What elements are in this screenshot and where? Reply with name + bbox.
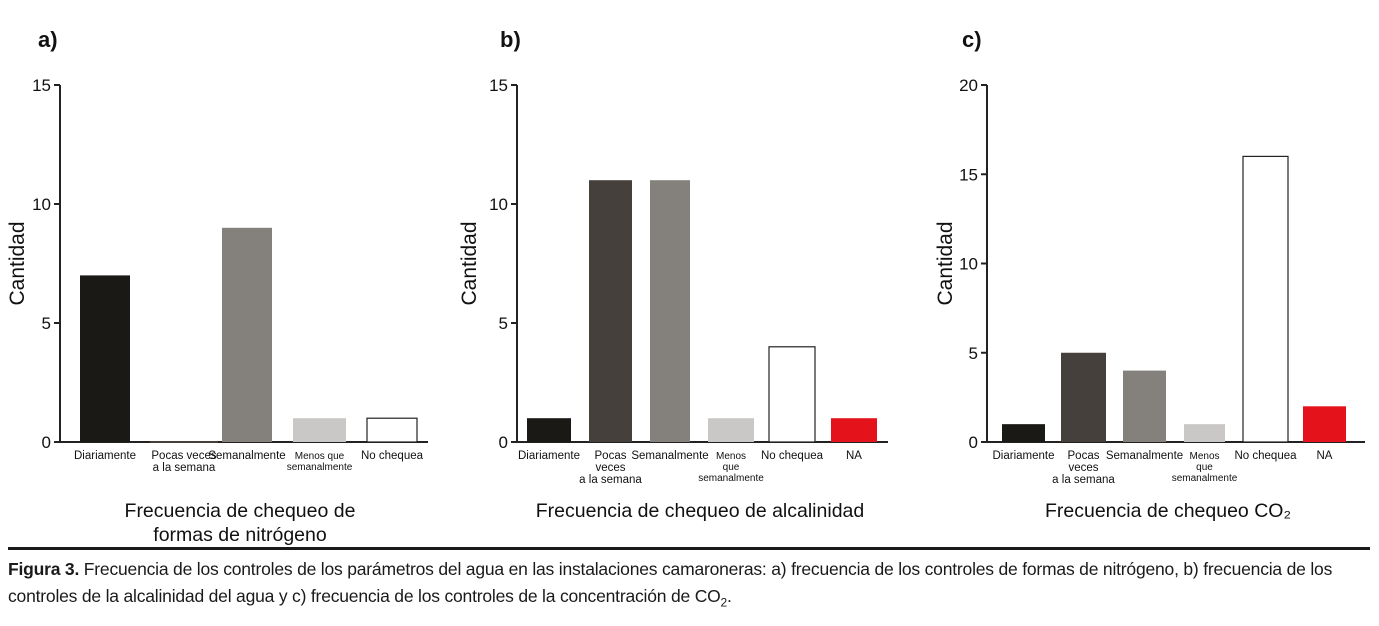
x-tick-label: NA bbox=[846, 450, 862, 462]
x-tick-label: Pocas bbox=[595, 450, 627, 462]
bar bbox=[1184, 424, 1225, 442]
y-tick-label: 5 bbox=[499, 314, 508, 333]
y-tick-label: 0 bbox=[42, 433, 51, 452]
y-axis-label: Cantidad bbox=[6, 221, 29, 305]
caption-rule bbox=[8, 547, 1370, 550]
bar bbox=[366, 417, 418, 443]
caption-text: Frecuencia de los controles de los parám… bbox=[8, 559, 1333, 606]
panel-label: b) bbox=[500, 27, 521, 52]
x-tick-label: Diariamente bbox=[74, 450, 136, 462]
x-tick-label: semanalmente bbox=[698, 473, 764, 484]
caption-text-end: . bbox=[727, 586, 732, 606]
bar bbox=[1061, 352, 1106, 442]
bar bbox=[708, 418, 754, 442]
x-tick-label: que bbox=[1196, 462, 1213, 473]
y-tick-label: 20 bbox=[959, 76, 978, 95]
x-tick-label: Pocas bbox=[1068, 450, 1100, 462]
x-tick-label: Diariamente bbox=[518, 450, 580, 462]
y-tick-label: 5 bbox=[969, 344, 978, 363]
x-tick-label: Semanalmente bbox=[208, 450, 285, 462]
bar bbox=[1303, 406, 1346, 442]
bar bbox=[768, 346, 816, 443]
x-tick-label: que bbox=[723, 462, 740, 473]
x-tick-label: a la semana bbox=[579, 474, 642, 486]
x-tick-label: Semanalmente bbox=[1106, 450, 1183, 462]
y-tick-label: 5 bbox=[42, 314, 51, 333]
figure-caption: Figura 3. Frecuencia de los controles de… bbox=[8, 556, 1370, 617]
y-tick-label: 15 bbox=[489, 76, 508, 95]
y-axis-label: Cantidad bbox=[458, 221, 481, 305]
bar bbox=[650, 180, 690, 442]
x-tick-label: Menos que bbox=[295, 451, 345, 462]
chart-title: Frecuencia de chequeo de alcalinidad bbox=[536, 500, 864, 522]
x-tick-label: a la semana bbox=[153, 462, 216, 474]
x-tick-label: NA bbox=[1317, 450, 1333, 462]
x-tick-label: Semanalmente bbox=[631, 450, 708, 462]
bar bbox=[293, 418, 346, 442]
x-tick-label: Menos bbox=[1189, 451, 1219, 462]
x-tick-label: veces bbox=[1068, 462, 1098, 474]
caption-subscript: 2 bbox=[720, 595, 728, 610]
bar bbox=[1002, 424, 1045, 442]
bar bbox=[222, 227, 272, 442]
chart-panel-3: c) 0 5 10 15 20 Cantidad Diariamente Pocasvecesa… bbox=[934, 27, 1365, 522]
x-tick-label: Pocas veces bbox=[151, 450, 216, 462]
bar bbox=[831, 418, 877, 442]
chart-title: Frecuencia de chequeo de bbox=[125, 500, 356, 522]
panel-label: a) bbox=[38, 27, 58, 52]
y-axis-label: Cantidad bbox=[934, 221, 957, 305]
y-tick-label: 10 bbox=[32, 195, 51, 214]
x-tick-label: semanalmente bbox=[1172, 473, 1238, 484]
x-tick-label: veces bbox=[595, 462, 625, 474]
y-tick-label: 0 bbox=[499, 433, 508, 452]
bar bbox=[589, 180, 632, 442]
panel-label: c) bbox=[962, 27, 982, 52]
bar bbox=[1242, 155, 1289, 443]
x-tick-label: No chequea bbox=[1234, 450, 1297, 462]
x-tick-label: Menos bbox=[716, 451, 746, 462]
x-tick-label: semanalmente bbox=[287, 462, 353, 473]
chart-title: Frecuencia de chequeo CO₂ bbox=[1045, 500, 1291, 522]
x-tick-label: No chequea bbox=[361, 450, 424, 462]
bar bbox=[527, 418, 571, 442]
y-tick-label: 10 bbox=[959, 255, 978, 274]
x-tick-label: a la semana bbox=[1052, 474, 1115, 486]
y-tick-label: 10 bbox=[489, 195, 508, 214]
x-tick-label: No chequea bbox=[761, 450, 824, 462]
y-tick-label: 15 bbox=[959, 165, 978, 184]
x-tick-label: Diariamente bbox=[993, 450, 1055, 462]
chart-title: formas de nitrógeno bbox=[153, 524, 327, 545]
chart-panel-1: a) 0 5 10 15 Cantidad Diariamente Pocas vecesa … bbox=[6, 27, 428, 545]
bar bbox=[1123, 370, 1166, 442]
y-tick-label: 0 bbox=[969, 433, 978, 452]
caption-label: Figura 3. bbox=[8, 559, 80, 579]
bar bbox=[80, 275, 130, 442]
y-tick-label: 15 bbox=[32, 76, 51, 95]
